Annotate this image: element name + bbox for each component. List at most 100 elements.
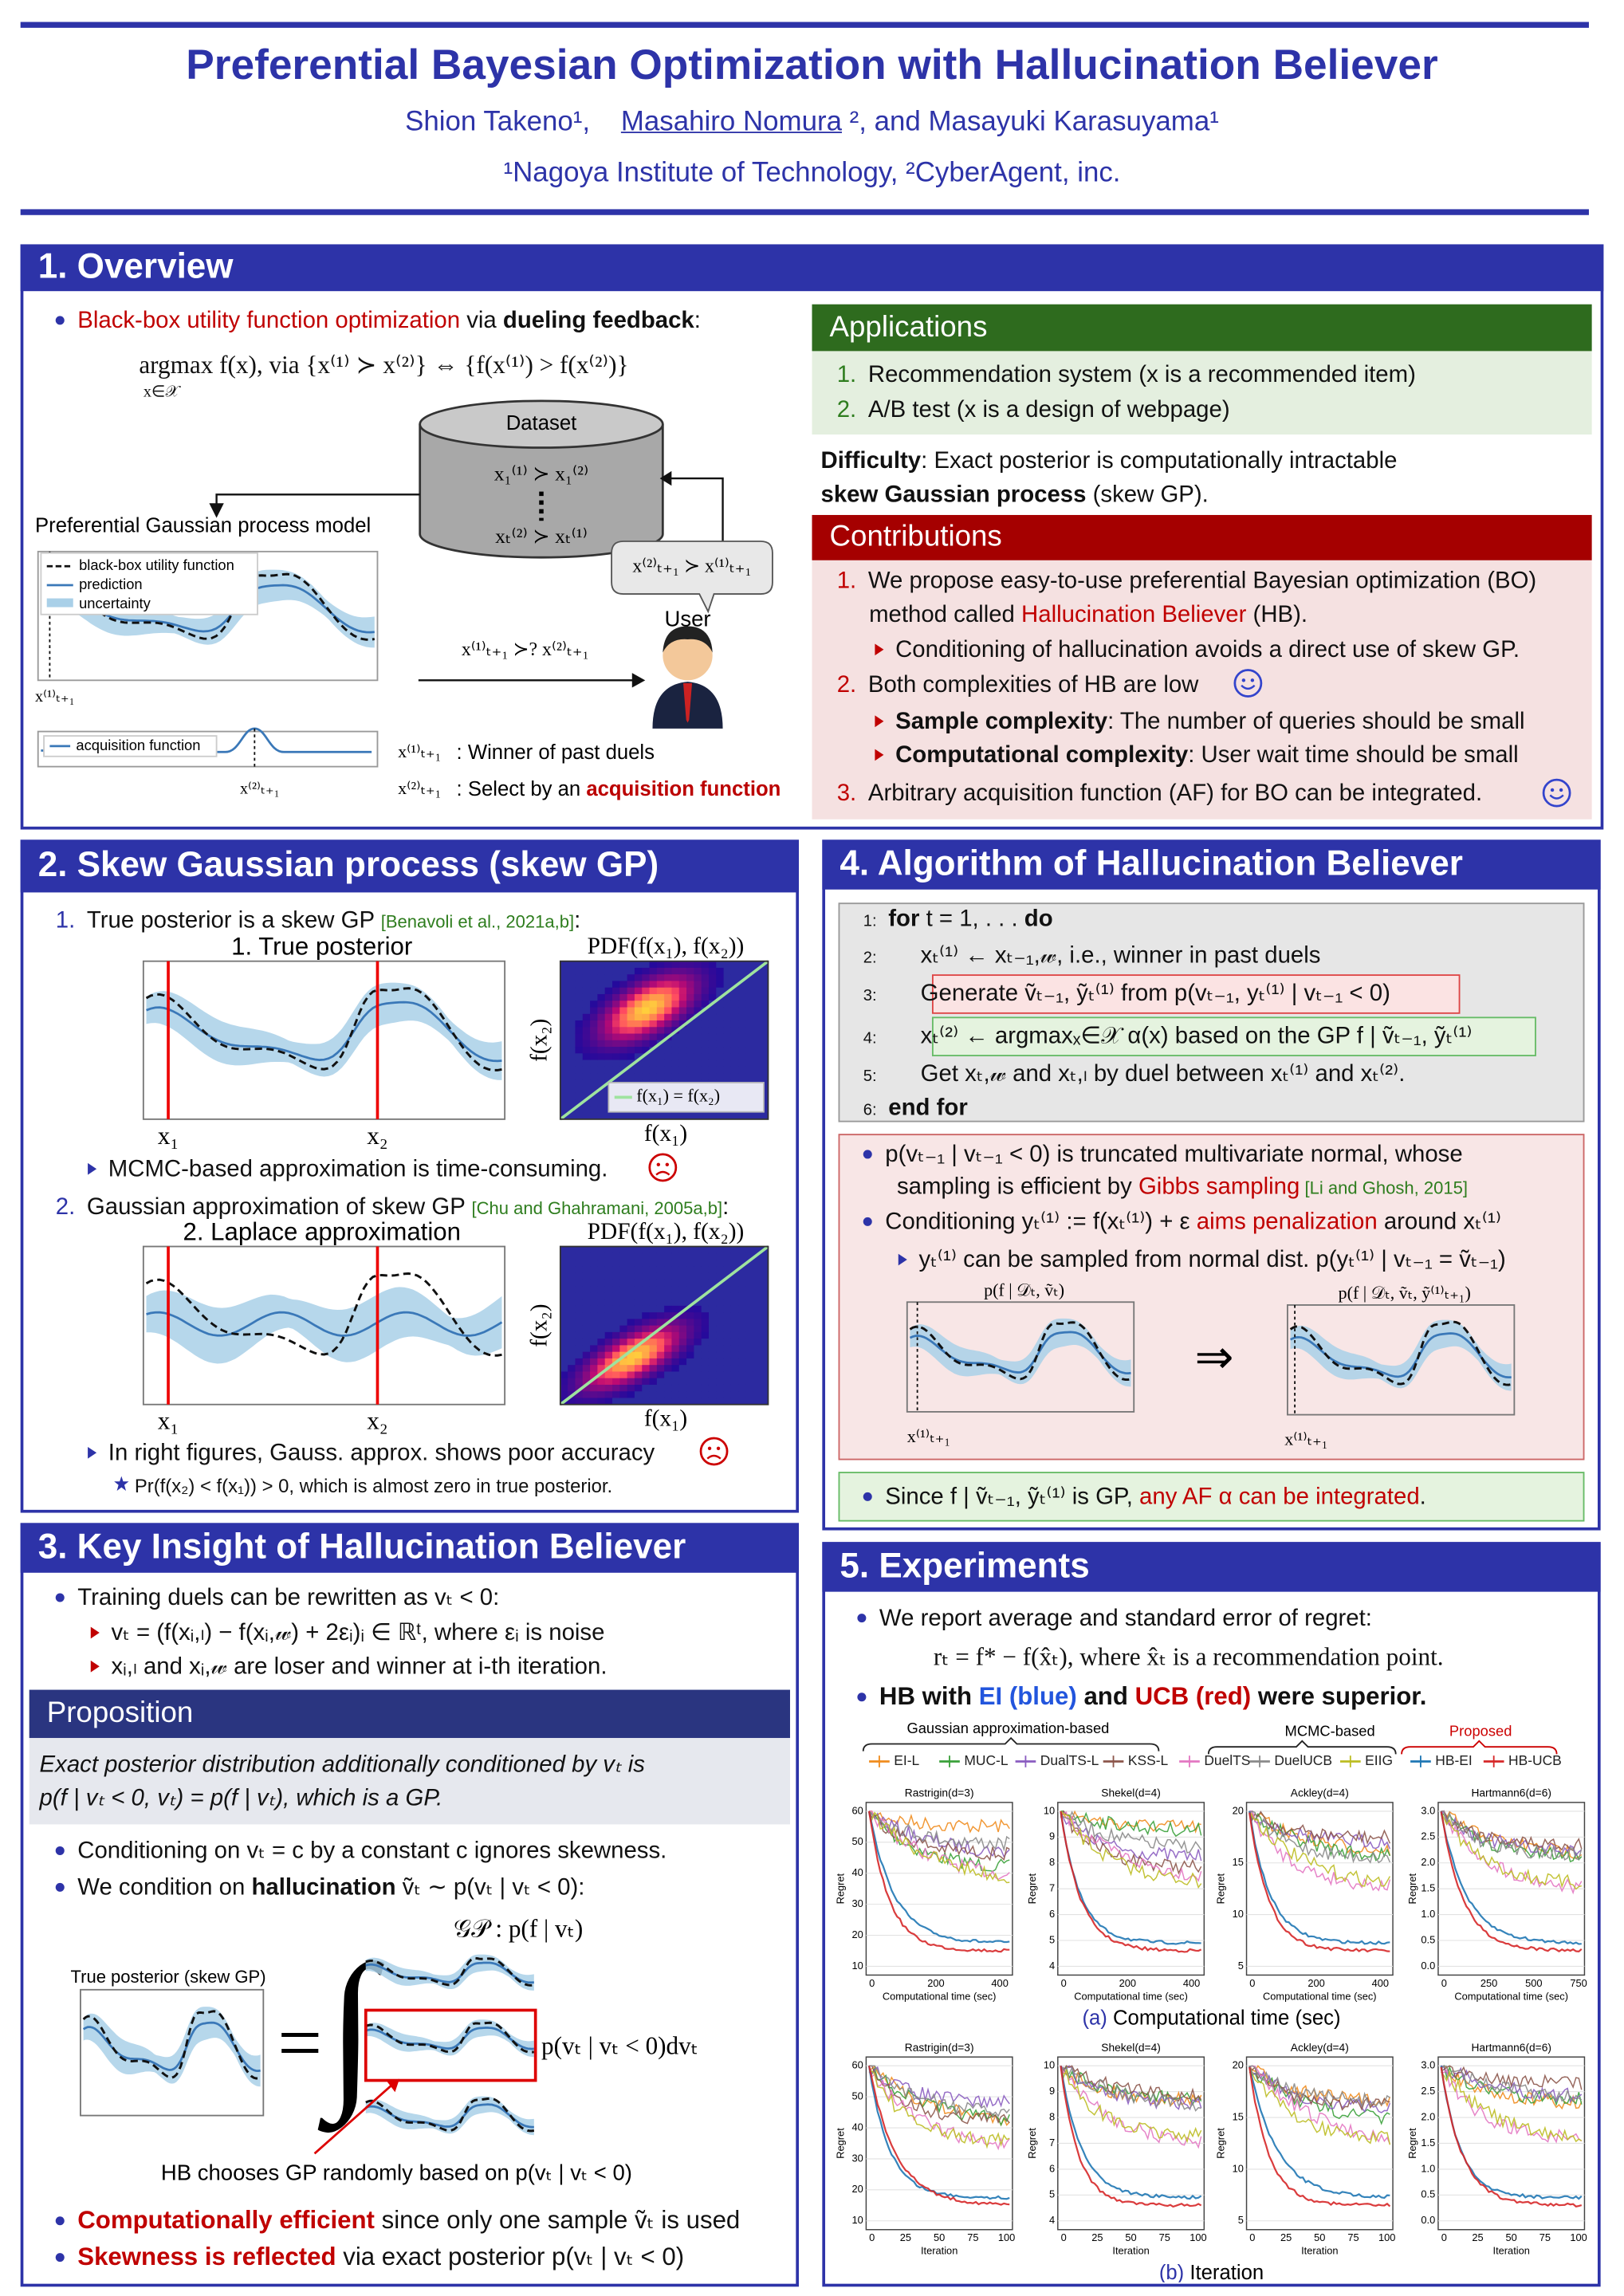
- heat-cell: [575, 1305, 584, 1313]
- label: EIIG: [1365, 1752, 1393, 1768]
- heat-cell: [656, 1020, 665, 1028]
- heat-cell: [634, 1066, 643, 1074]
- heat-cell: [656, 1047, 665, 1054]
- panel-bg: [838, 1134, 1585, 1461]
- heat-cell: [612, 1066, 620, 1074]
- heat-cell: [597, 1252, 606, 1260]
- heat-cell: [761, 1106, 769, 1114]
- plot-frame: [37, 730, 379, 768]
- text: Masahiro Nomura: [620, 106, 842, 138]
- heat-cell: [694, 1371, 702, 1379]
- heat-cell: [761, 1047, 769, 1054]
- heat-cell: [656, 974, 665, 982]
- heat-cell: [738, 1358, 747, 1366]
- heat-cell: [723, 1040, 732, 1048]
- heat-cell: [568, 1260, 576, 1267]
- heat-cell: [664, 1378, 673, 1386]
- uncertainty-band: [365, 2096, 534, 2136]
- heat-cell: [671, 1073, 680, 1080]
- heat-cell: [649, 967, 658, 975]
- heat-cell: [597, 961, 606, 969]
- heat-cell: [597, 1112, 606, 1120]
- heat-cell: [604, 1305, 613, 1313]
- heat-cell: [627, 974, 635, 982]
- heat-cell: [694, 974, 702, 982]
- heat-cell: [678, 1279, 687, 1287]
- illustrative-curve: [868, 1810, 1010, 1862]
- heat-cell: [664, 1252, 673, 1260]
- heat-cell: [708, 1007, 717, 1015]
- heat-cell: [686, 1266, 694, 1274]
- heat-cell: [612, 1319, 620, 1327]
- illustrative-curve: [1248, 2066, 1390, 2200]
- heat-cell: [575, 1099, 584, 1107]
- illustrative-curve: [868, 1811, 1010, 1884]
- text: : The number of queries should be small: [1107, 710, 1525, 735]
- heat-cell: [761, 1053, 769, 1061]
- label: 20: [851, 2183, 863, 2195]
- heat-cell: [716, 1252, 725, 1260]
- heat-cell: [649, 1040, 658, 1048]
- heat-cell: [642, 961, 651, 969]
- label: 9: [1049, 2085, 1055, 2097]
- heat-cell: [627, 1033, 635, 1041]
- algo-line: 6: end for: [863, 1095, 968, 1126]
- heat-cell: [619, 1020, 628, 1028]
- heat-cell: [590, 1345, 598, 1353]
- heat-cell: [761, 974, 769, 982]
- heat-cell: [745, 1312, 754, 1319]
- heat-cell: [678, 1299, 687, 1307]
- heat-cell: [730, 1371, 739, 1379]
- heat-cell: [664, 1312, 673, 1319]
- heat-cell: [612, 981, 620, 989]
- heat-cell: [582, 1272, 591, 1280]
- heat-cell: [627, 1027, 635, 1035]
- heat-cell: [568, 1398, 576, 1406]
- illustrative-curve: [1248, 1812, 1390, 1953]
- bullet: [90, 1627, 100, 1639]
- heat-cell: [678, 1013, 687, 1021]
- heat-cell: [761, 1027, 769, 1035]
- heat-cell: [708, 1047, 717, 1054]
- bullet: [55, 2215, 65, 2225]
- heat-cell: [575, 1033, 584, 1041]
- heat-cell: [730, 1365, 739, 1372]
- heat-cell: [590, 1384, 598, 1392]
- heat-cell: [619, 1260, 628, 1267]
- heat-cell: [678, 1339, 687, 1346]
- heat-cell: [597, 1001, 606, 1008]
- brace: [1207, 1740, 1397, 1755]
- heat-cell: [568, 1319, 576, 1327]
- heat-cell: [560, 1260, 568, 1267]
- highlight: [931, 974, 1461, 1014]
- heat-cell: [604, 1371, 613, 1379]
- heat-cell: [642, 1325, 651, 1333]
- heat-cell: [716, 1378, 725, 1386]
- heat-cell: [568, 1060, 576, 1067]
- text: 1.: [836, 568, 857, 595]
- heat-cell: [694, 1001, 702, 1008]
- heat-cell: [575, 1279, 584, 1287]
- heat-cell: [634, 1358, 643, 1366]
- label: HB-UCB: [1508, 1752, 1562, 1768]
- heat-cell: [612, 1272, 620, 1280]
- heat-cell: [597, 1079, 606, 1087]
- bullet: [863, 1149, 872, 1159]
- heat-cell: [730, 1384, 739, 1392]
- heat-cell: [708, 1398, 717, 1406]
- heat-cell: [664, 1339, 673, 1346]
- heat-cell: [664, 1358, 673, 1366]
- heat-cell: [716, 1007, 725, 1015]
- heat-cell: [604, 1325, 613, 1333]
- heat-cell: [642, 993, 651, 1001]
- heat-cell: [730, 1292, 739, 1300]
- heat-cell: [686, 1073, 694, 1080]
- heat-cell: [627, 1053, 635, 1061]
- heat-cell: [686, 1013, 694, 1021]
- formula-sub: x∈𝒳: [143, 383, 179, 401]
- label: 1.0: [1421, 1908, 1435, 1920]
- heat-cell: [604, 1358, 613, 1366]
- heat-cell: [738, 1040, 747, 1048]
- heat-cell: [753, 1384, 761, 1392]
- heat-cell: [597, 1092, 606, 1100]
